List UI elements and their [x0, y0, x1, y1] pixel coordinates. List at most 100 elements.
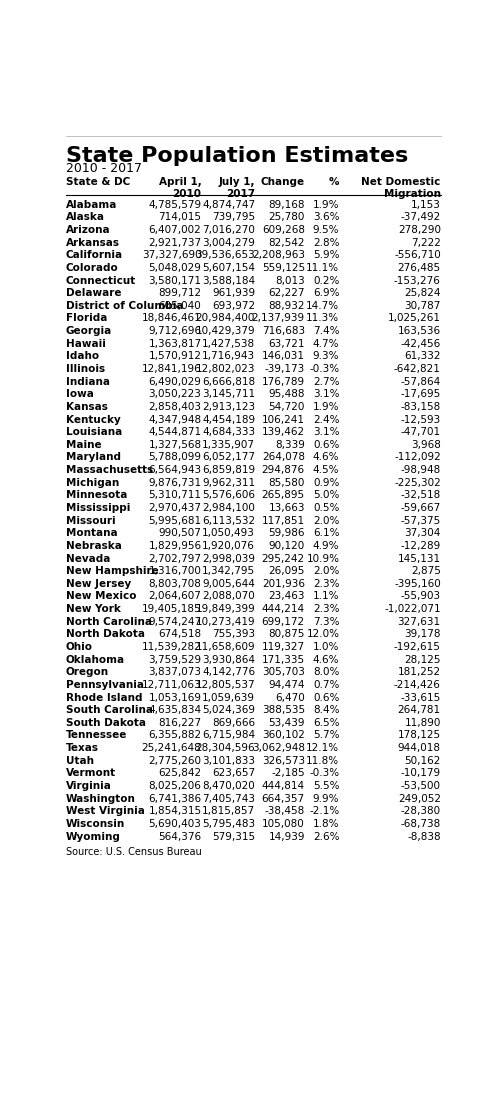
Text: 1.0%: 1.0% — [313, 642, 339, 652]
Text: Hawaii: Hawaii — [66, 338, 105, 348]
Text: 4,874,747: 4,874,747 — [202, 200, 255, 210]
Text: 5,995,681: 5,995,681 — [148, 516, 202, 526]
Text: -32,518: -32,518 — [401, 490, 441, 500]
Text: 12,711,063: 12,711,063 — [142, 680, 202, 690]
Text: Illinois: Illinois — [66, 364, 105, 374]
Text: 2,064,607: 2,064,607 — [149, 591, 202, 601]
Text: -83,158: -83,158 — [401, 401, 441, 411]
Text: 8,339: 8,339 — [275, 440, 305, 450]
Text: 3,050,223: 3,050,223 — [149, 389, 202, 399]
Text: 4,347,948: 4,347,948 — [148, 415, 202, 425]
Text: 1,050,493: 1,050,493 — [202, 528, 255, 538]
Text: 4,544,871: 4,544,871 — [148, 427, 202, 437]
Text: 278,290: 278,290 — [398, 225, 441, 235]
Text: 755,393: 755,393 — [212, 630, 255, 640]
Text: 11,658,609: 11,658,609 — [196, 642, 255, 652]
Text: 9.5%: 9.5% — [313, 225, 339, 235]
Text: 146,031: 146,031 — [262, 352, 305, 362]
Text: Oregon: Oregon — [66, 668, 109, 678]
Text: 19,849,399: 19,849,399 — [195, 604, 255, 614]
Text: 2,137,939: 2,137,939 — [252, 314, 305, 324]
Text: 80,875: 80,875 — [268, 630, 305, 640]
Text: 14.7%: 14.7% — [306, 301, 339, 311]
Text: 8,803,708: 8,803,708 — [149, 579, 202, 589]
Text: Pennsylvania: Pennsylvania — [66, 680, 144, 690]
Text: Source: U.S. Census Bureau: Source: U.S. Census Bureau — [66, 847, 202, 857]
Text: 11.3%: 11.3% — [306, 314, 339, 324]
Text: 11.8%: 11.8% — [306, 755, 339, 766]
Text: 30,787: 30,787 — [405, 301, 441, 311]
Text: 1,920,076: 1,920,076 — [202, 541, 255, 551]
Text: 6,470: 6,470 — [275, 693, 305, 703]
Text: -642,821: -642,821 — [394, 364, 441, 374]
Text: 11,539,282: 11,539,282 — [142, 642, 202, 652]
Text: Texas: Texas — [66, 743, 99, 753]
Text: 171,335: 171,335 — [262, 654, 305, 664]
Text: Tennessee: Tennessee — [66, 731, 127, 741]
Text: 559,125: 559,125 — [262, 263, 305, 273]
Text: -98,948: -98,948 — [401, 465, 441, 475]
Text: -10,179: -10,179 — [401, 769, 441, 779]
Text: 6,859,819: 6,859,819 — [202, 465, 255, 475]
Text: 444,814: 444,814 — [262, 781, 305, 791]
Text: 623,657: 623,657 — [212, 769, 255, 779]
Text: 3,580,171: 3,580,171 — [149, 275, 202, 285]
Text: 59,986: 59,986 — [268, 528, 305, 538]
Text: Massachusetts: Massachusetts — [66, 465, 153, 475]
Text: 89,168: 89,168 — [268, 200, 305, 210]
Text: -0.3%: -0.3% — [309, 769, 339, 779]
Text: 9,574,247: 9,574,247 — [148, 617, 202, 627]
Text: 674,518: 674,518 — [159, 630, 202, 640]
Text: 264,078: 264,078 — [262, 452, 305, 462]
Text: 1,815,857: 1,815,857 — [202, 806, 255, 816]
Text: 6,407,002: 6,407,002 — [149, 225, 202, 235]
Text: 3,145,711: 3,145,711 — [202, 389, 255, 399]
Text: 0.9%: 0.9% — [313, 478, 339, 488]
Text: North Carolina: North Carolina — [66, 617, 152, 627]
Text: 61,332: 61,332 — [404, 352, 441, 362]
Text: 1,053,169: 1,053,169 — [149, 693, 202, 703]
Text: 9,712,696: 9,712,696 — [148, 326, 202, 336]
Text: 360,102: 360,102 — [262, 731, 305, 741]
Text: 6,564,943: 6,564,943 — [148, 465, 202, 475]
Text: 25,824: 25,824 — [404, 288, 441, 298]
Text: 106,241: 106,241 — [262, 415, 305, 425]
Text: Arkansas: Arkansas — [66, 237, 120, 247]
Text: 10,429,379: 10,429,379 — [196, 326, 255, 336]
Text: 305,703: 305,703 — [262, 668, 305, 678]
Text: 693,972: 693,972 — [212, 301, 255, 311]
Text: 3,101,833: 3,101,833 — [202, 755, 255, 766]
Text: 39,536,653: 39,536,653 — [195, 251, 255, 261]
Text: Kentucky: Kentucky — [66, 415, 121, 425]
Text: 25,780: 25,780 — [268, 212, 305, 222]
Text: -33,615: -33,615 — [401, 693, 441, 703]
Text: 2,998,039: 2,998,039 — [202, 553, 255, 563]
Text: -17,695: -17,695 — [401, 389, 441, 399]
Text: 579,315: 579,315 — [212, 832, 255, 842]
Text: 6.1%: 6.1% — [313, 528, 339, 538]
Text: 8.4%: 8.4% — [313, 705, 339, 715]
Text: Iowa: Iowa — [66, 389, 93, 399]
Text: 12.1%: 12.1% — [306, 743, 339, 753]
Text: 739,795: 739,795 — [212, 212, 255, 222]
Text: -42,456: -42,456 — [401, 338, 441, 348]
Text: 326,573: 326,573 — [262, 755, 305, 766]
Text: -2.1%: -2.1% — [309, 806, 339, 816]
Text: 8,470,020: 8,470,020 — [203, 781, 255, 791]
Text: 265,895: 265,895 — [262, 490, 305, 500]
Text: -214,426: -214,426 — [394, 680, 441, 690]
Text: 5,795,483: 5,795,483 — [202, 818, 255, 828]
Text: 9,005,644: 9,005,644 — [202, 579, 255, 589]
Text: 1,342,795: 1,342,795 — [202, 567, 255, 577]
Text: 10,273,419: 10,273,419 — [196, 617, 255, 627]
Text: 1,335,907: 1,335,907 — [202, 440, 255, 450]
Text: 5,788,099: 5,788,099 — [149, 452, 202, 462]
Text: 3,062,948: 3,062,948 — [252, 743, 305, 753]
Text: 1,829,956: 1,829,956 — [148, 541, 202, 551]
Text: -12,289: -12,289 — [401, 541, 441, 551]
Text: Net Domestic
Migration: Net Domestic Migration — [362, 177, 441, 200]
Text: Indiana: Indiana — [66, 377, 110, 387]
Text: 201,936: 201,936 — [262, 579, 305, 589]
Text: 2,088,070: 2,088,070 — [203, 591, 255, 601]
Text: 28,125: 28,125 — [404, 654, 441, 664]
